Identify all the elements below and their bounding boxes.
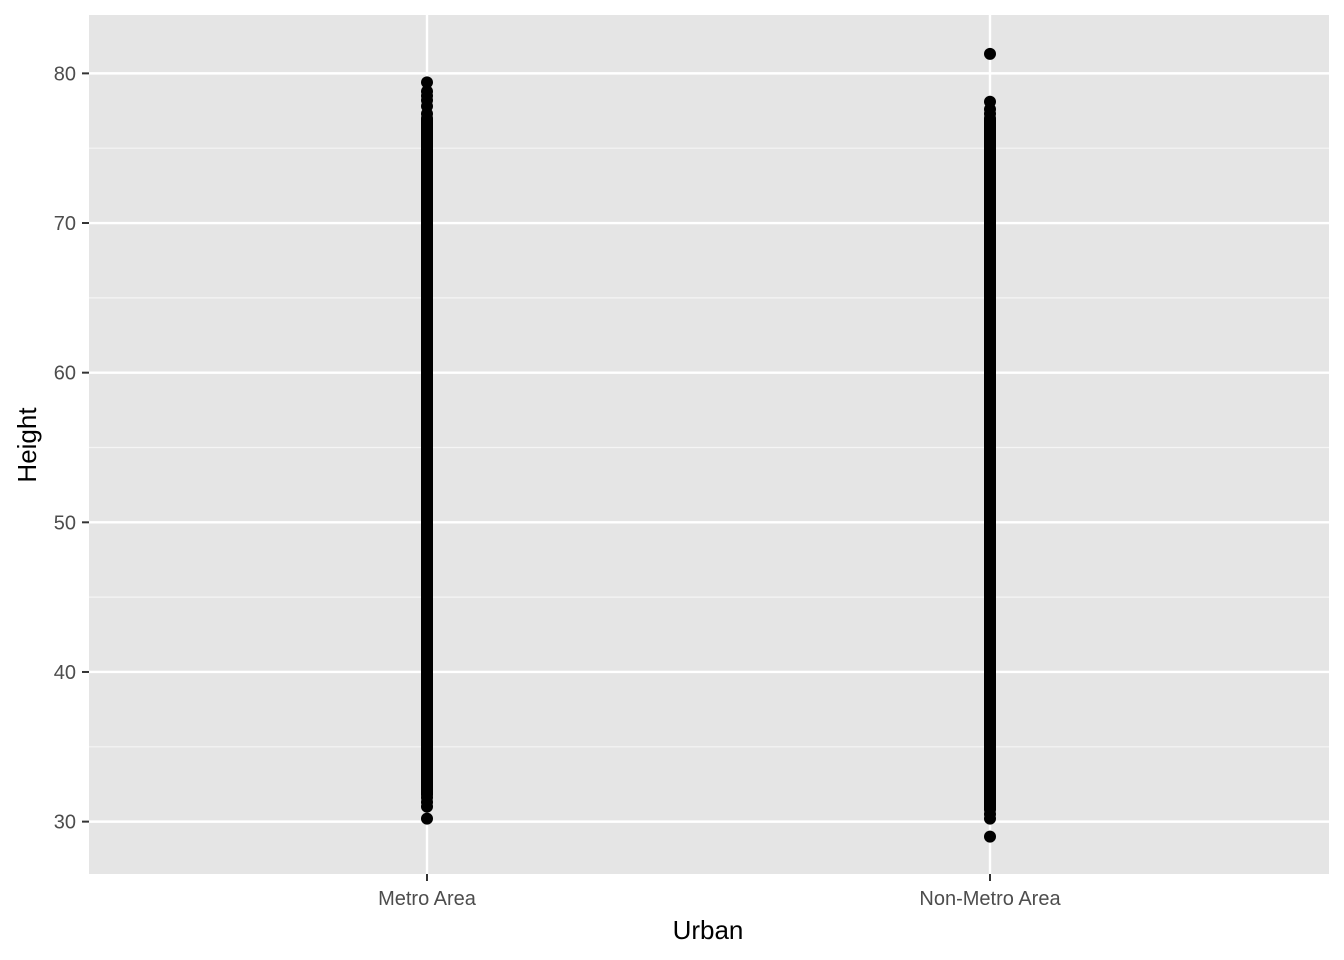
data-point <box>984 808 996 821</box>
dense-point-column <box>421 112 433 801</box>
minor-gridlines <box>89 147 1329 748</box>
y-tick-label: 80 <box>54 63 76 85</box>
x-tick-label: Metro Area <box>378 888 477 910</box>
x-tick-label: Non-Metro Area <box>919 888 1061 910</box>
data-point <box>421 812 433 825</box>
y-tick-label: 40 <box>54 662 76 684</box>
y-axis: 30 40 50 60 70 80 <box>54 63 89 834</box>
y-tick-label: 70 <box>54 213 76 235</box>
y-tick-label: 30 <box>54 812 76 834</box>
plot-panel <box>89 15 1329 874</box>
y-tick-label: 50 <box>54 512 76 534</box>
data-point <box>984 95 996 108</box>
data-point <box>984 47 996 60</box>
data-point <box>421 791 433 804</box>
data-point <box>421 85 433 98</box>
data-points <box>421 47 996 843</box>
y-tick-label: 60 <box>54 363 76 385</box>
dense-point-column <box>984 112 996 816</box>
data-point <box>421 76 433 89</box>
data-point <box>984 830 996 843</box>
y-axis-title: Height <box>12 407 42 483</box>
x-axis-title: Urban <box>673 915 744 945</box>
x-axis: Metro Area Non-Metro Area <box>378 874 1061 910</box>
